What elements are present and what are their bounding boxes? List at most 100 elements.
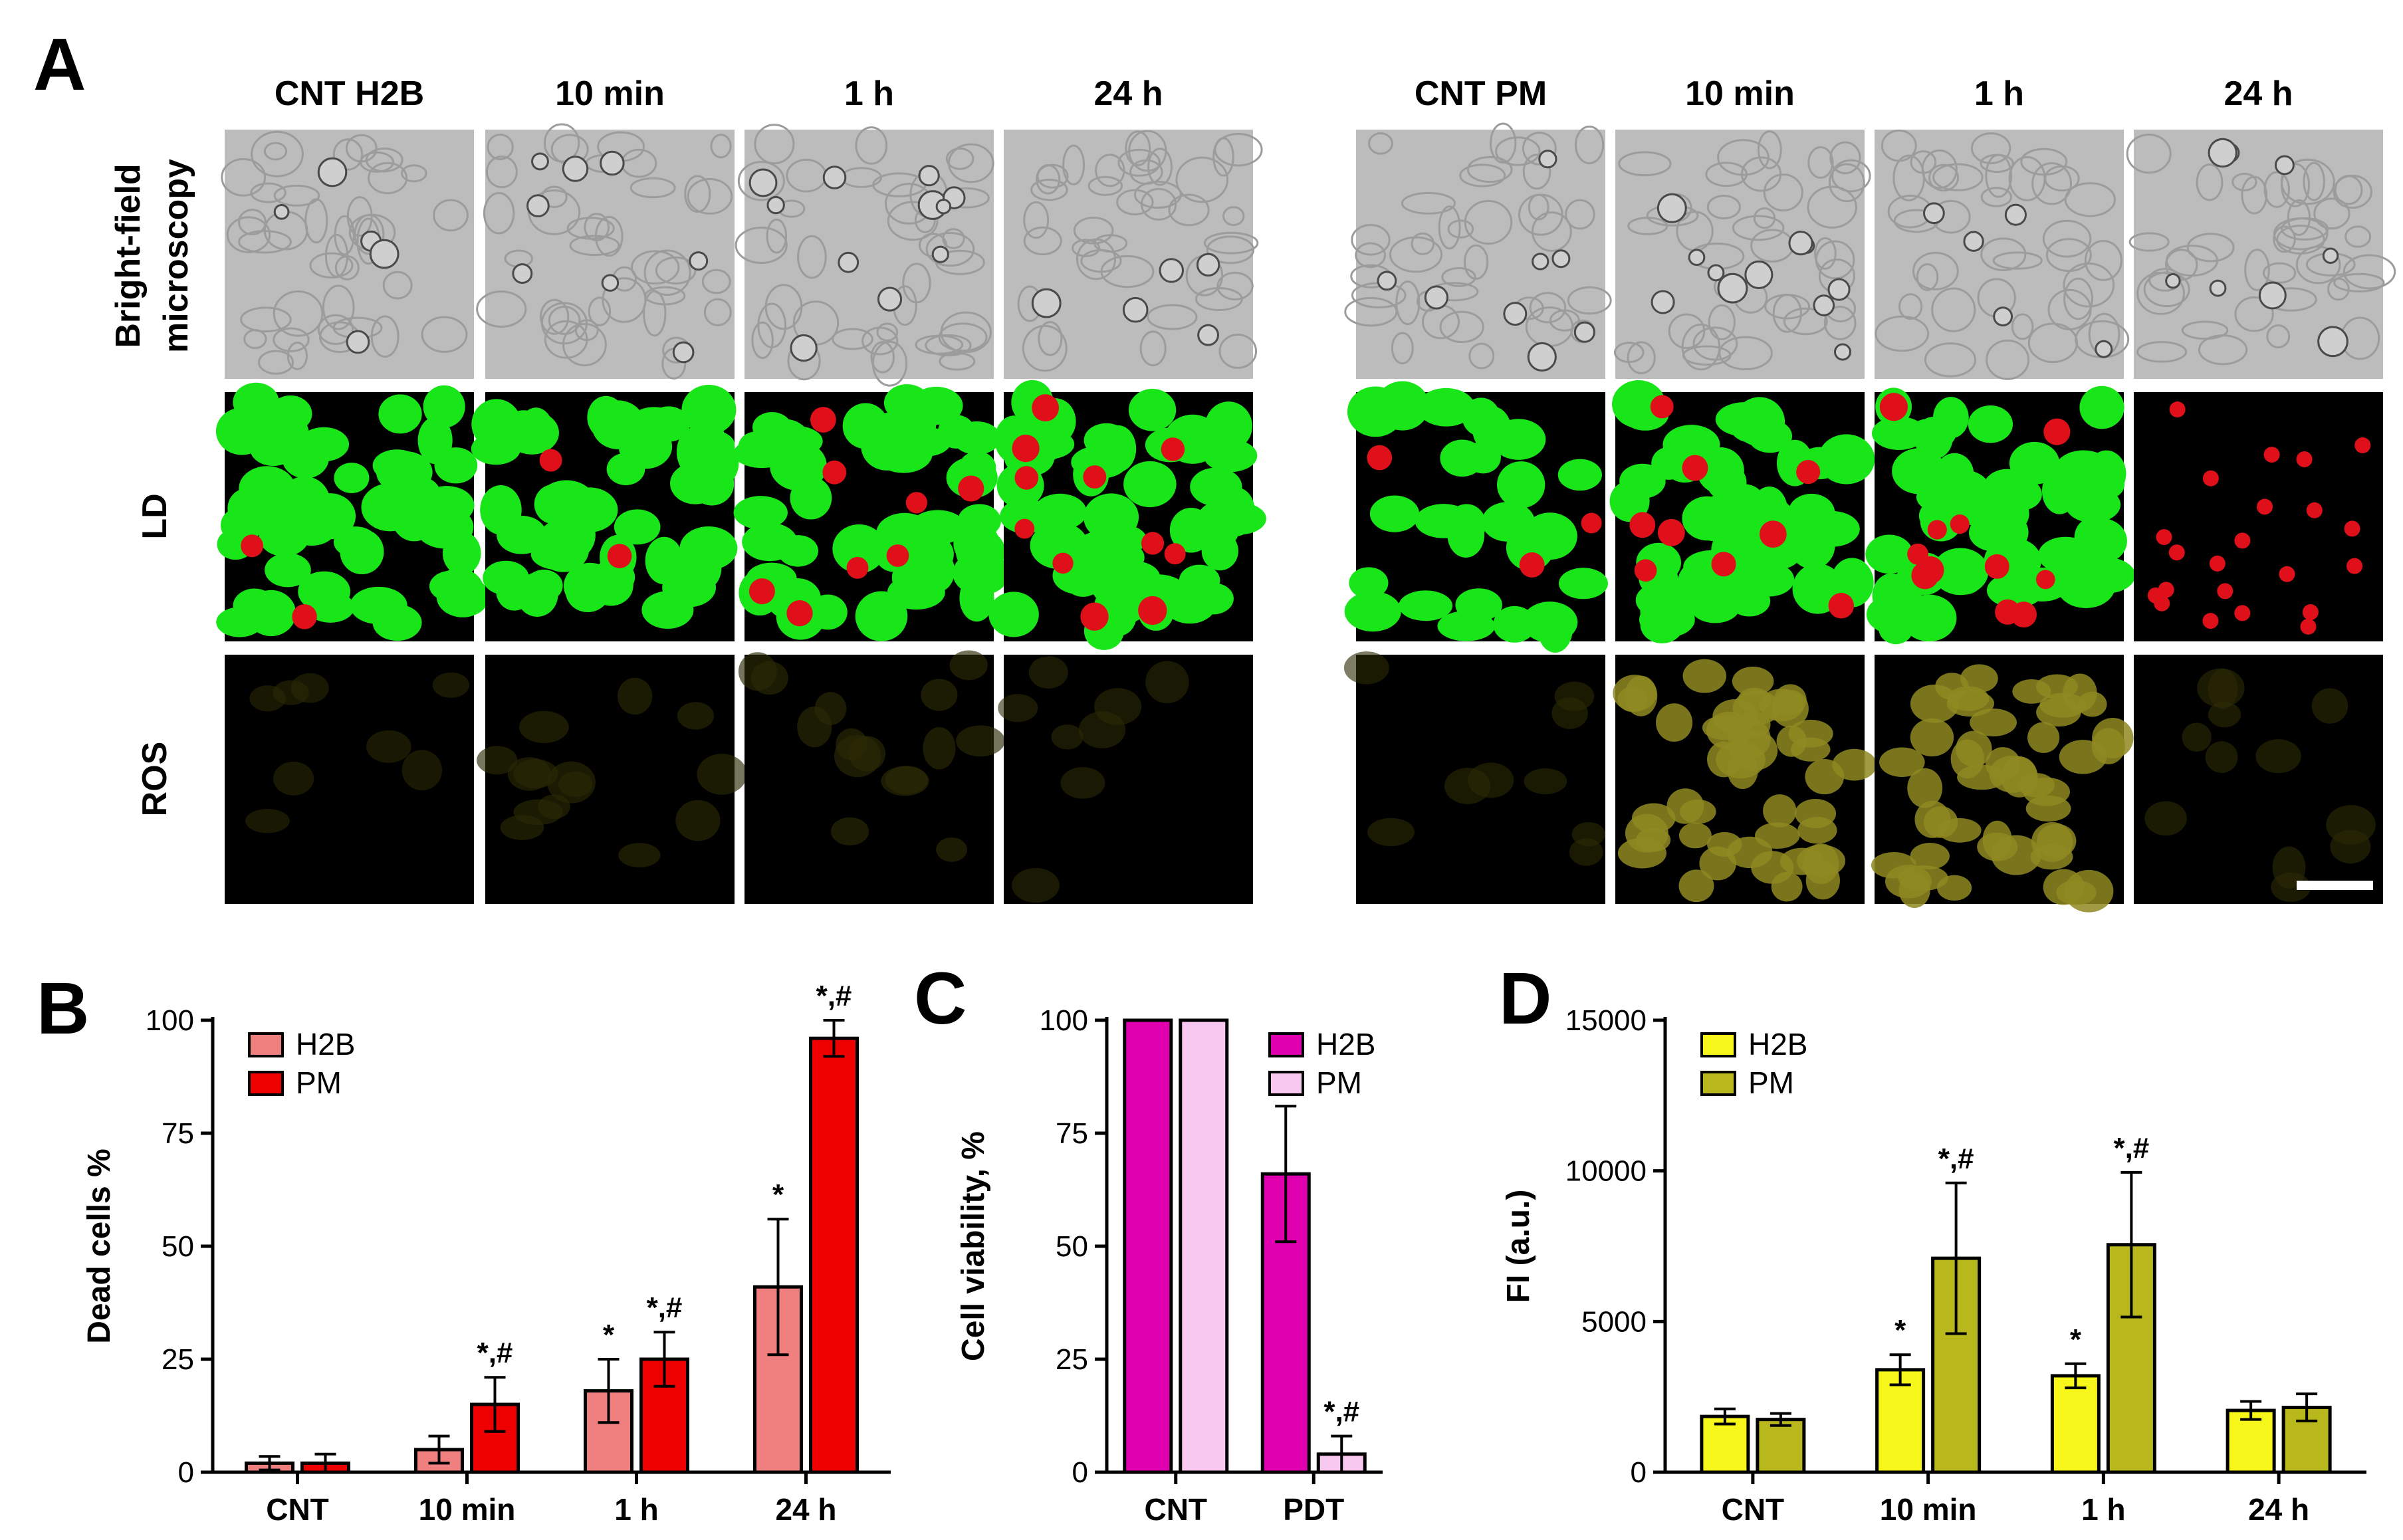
dead-cell — [1759, 520, 1787, 548]
cell-outline — [684, 175, 711, 213]
bar-h2b — [2050, 1374, 2101, 1474]
x-tick-label: CNT — [1722, 1492, 1785, 1527]
cell-outline — [2063, 277, 2093, 320]
cell-outline — [631, 250, 680, 285]
dead-cell — [2346, 558, 2363, 574]
cell-outline — [2281, 217, 2329, 241]
cell-outline — [1574, 126, 1605, 165]
dead-cell — [1581, 512, 1602, 534]
round-cell — [1834, 343, 1852, 361]
dead-cell — [1141, 532, 1165, 555]
cell-outline — [240, 306, 292, 333]
dead-cell — [1083, 465, 1107, 489]
dead-cell — [2169, 401, 2186, 418]
cell-outline — [1565, 199, 1595, 230]
panel-letter-a: A — [33, 24, 86, 106]
cell-outline — [1463, 244, 1489, 280]
ros-cell — [921, 679, 958, 711]
cell-outline — [703, 298, 732, 326]
legend-swatch — [248, 1071, 284, 1096]
cell-outline — [1206, 235, 1255, 265]
y-tick-label: 0 — [178, 1456, 194, 1489]
ros-cell — [401, 750, 443, 791]
dead-cell — [539, 449, 562, 472]
cell-outline — [1668, 313, 1706, 350]
cell-outline — [1030, 178, 1068, 201]
live-cell — [1201, 531, 1238, 571]
cell-outline — [925, 334, 972, 357]
round-cell — [2274, 155, 2295, 175]
x-tick-label: 24 h — [775, 1492, 836, 1527]
ros-cell — [675, 800, 721, 841]
live-cell — [1640, 605, 1684, 643]
live-cell — [2038, 536, 2093, 574]
round-cell — [1424, 285, 1448, 310]
dead-cell — [2234, 605, 2251, 621]
cell-outline — [1466, 156, 1513, 183]
ros-cell — [513, 799, 563, 825]
round-cell — [766, 195, 785, 215]
bar-h2b — [1123, 1018, 1173, 1474]
ros-cell — [885, 766, 928, 794]
cell-outline — [1627, 217, 1668, 235]
ros-cell — [1937, 875, 1972, 901]
live-cell — [471, 433, 521, 465]
ros-image — [1613, 655, 1877, 904]
cell-outline — [1168, 193, 1210, 227]
live-dead-image — [1344, 381, 1608, 653]
cell-outline — [1368, 132, 1393, 155]
image-background — [1615, 130, 1865, 379]
cell-outline — [1828, 163, 1865, 203]
ros-cell — [1910, 843, 1950, 870]
cell-outline — [938, 322, 988, 352]
x-tick-label: PDT — [1283, 1492, 1344, 1527]
ros-cell — [618, 843, 661, 868]
cell-outline — [544, 320, 588, 359]
cell-outline — [1022, 324, 1068, 372]
cell-outline — [2047, 288, 2092, 330]
y-tick-label: 50 — [1056, 1230, 1088, 1263]
dead-cell — [1161, 437, 1185, 461]
ros-cell — [1093, 688, 1142, 725]
dead-cell — [1916, 556, 1944, 584]
cell-outline — [2333, 273, 2385, 292]
significance-marker: *,# — [647, 1291, 683, 1324]
dead-cell — [2279, 566, 2295, 582]
ros-image — [1343, 651, 1606, 904]
ros-image — [998, 655, 1253, 904]
dead-cell — [2354, 437, 2371, 453]
y-tick-label: 100 — [1040, 1004, 1088, 1037]
cell-outline — [1038, 320, 1063, 356]
dead-cell — [1138, 596, 1167, 625]
ros-cell — [2182, 722, 2212, 752]
live-cell — [679, 526, 738, 570]
cell-outline — [687, 177, 733, 215]
live-dead-image — [215, 382, 489, 641]
ros-cell — [814, 692, 847, 725]
cell-outline — [1203, 231, 1259, 255]
cell-outline — [1212, 137, 1234, 177]
live-dead-image — [988, 380, 1266, 650]
cell-outline — [1764, 294, 1811, 320]
cell-outline — [2334, 175, 2363, 205]
live-cell — [1101, 593, 1137, 636]
cell-outline — [947, 143, 994, 183]
column-header: CNT PM — [1415, 74, 1547, 113]
round-cell — [1551, 249, 1571, 269]
cell-outline — [1549, 309, 1580, 332]
dead-cell — [1629, 512, 1656, 538]
ros-cell — [2077, 691, 2107, 717]
cell-outline — [735, 227, 788, 264]
dead-cell — [2168, 544, 2185, 561]
cell-outline — [1391, 332, 1414, 365]
ros-cell — [1763, 794, 1797, 827]
legend-swatch — [248, 1032, 284, 1057]
ros-cell — [2144, 801, 2187, 836]
round-cell — [1031, 288, 1062, 318]
ros-cell — [923, 726, 956, 770]
cell-outline — [2303, 162, 2325, 201]
cell-outline — [1117, 148, 1161, 177]
bright-field-image — [1344, 122, 1612, 379]
live-cell — [417, 417, 453, 465]
cell-outline — [1023, 226, 1062, 256]
